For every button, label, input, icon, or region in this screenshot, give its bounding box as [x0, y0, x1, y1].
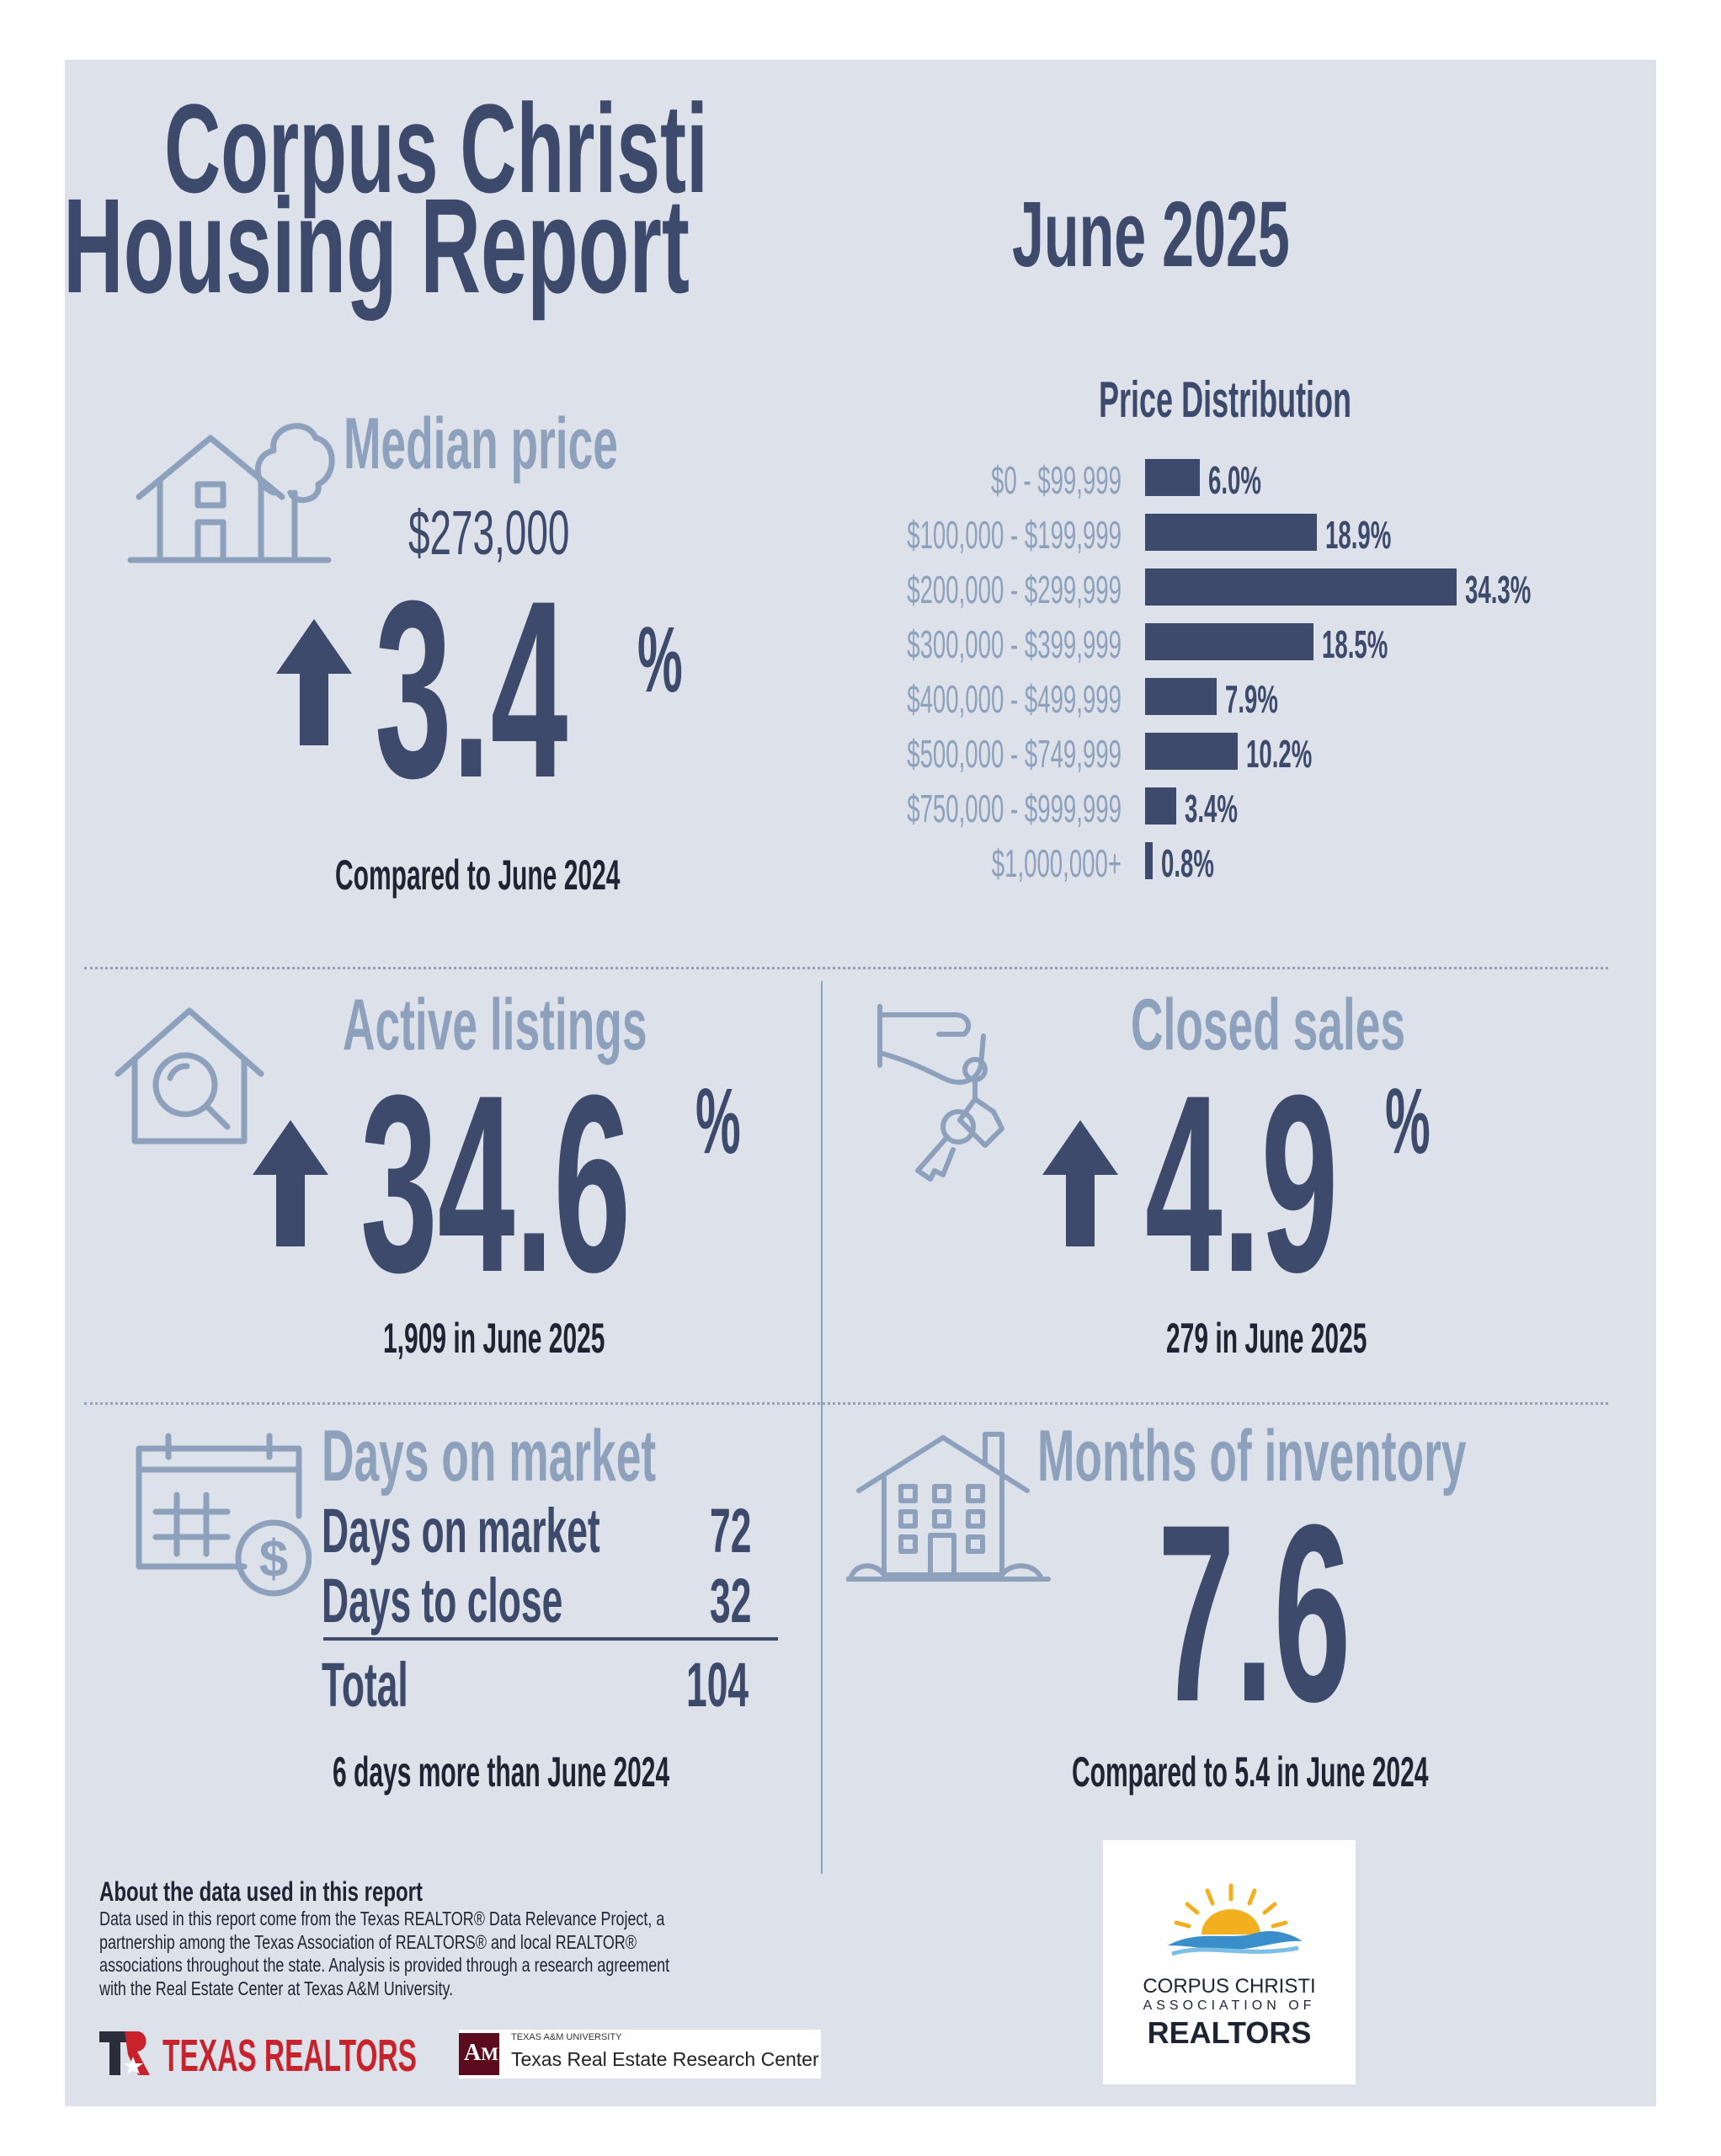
tamu-center-text: Texas Real Estate Research Center	[511, 2048, 819, 2070]
chart-bar	[1145, 787, 1176, 825]
dom-row-value: 72	[710, 1496, 752, 1566]
closed-sales-percent: %	[1385, 1070, 1431, 1173]
up-arrow-icon	[1042, 1120, 1118, 1246]
chart-category-label: $0 - $99,999	[991, 458, 1122, 502]
report-panel	[65, 60, 1656, 2106]
building-icon	[846, 1432, 1051, 1582]
about-line: associations throughout the state. Analy…	[99, 1954, 670, 1977]
house-search-icon	[115, 1007, 264, 1145]
tamu-logo: AM TEXAS A&M UNIVERSITY Texas Real Estat…	[459, 2030, 821, 2079]
report-month: June 2025	[1012, 183, 1290, 286]
divider-vertical	[821, 981, 823, 1874]
ccar-line1: CORPUS CHRISTI	[1143, 1975, 1316, 1998]
chart-value-label: 6.0%	[1207, 458, 1261, 502]
months-inventory-title: Months of inventory	[1037, 1416, 1467, 1497]
closed-sales-change: 4.9	[1145, 1042, 1339, 1325]
chart-bar	[1145, 842, 1153, 879]
dom-row-label: Days to close	[322, 1566, 563, 1636]
chart-bar	[1145, 459, 1200, 496]
texas-realtors-logo: TEXAS REALTORS	[99, 2030, 436, 2081]
chart-value-label: 18.9%	[1324, 513, 1392, 557]
median-price-caption: Compared to June 2024	[335, 851, 621, 899]
days-on-market-caption: 6 days more than June 2024	[333, 1748, 670, 1796]
hand-keys-icon	[877, 1004, 1004, 1182]
chart-value-label: 34.3%	[1465, 568, 1532, 611]
about-line: Data used in this report come from the T…	[99, 1908, 665, 1929]
texas-realtors-text: TEXAS REALTORS	[163, 2031, 417, 2081]
chart-category-label: $750,000 - $999,999	[907, 787, 1122, 830]
chart-bar	[1145, 623, 1313, 660]
active-listings-change: 34.6	[360, 1042, 631, 1325]
active-listings-caption: 1,909 in June 2025	[383, 1315, 605, 1362]
median-price-change: 3.4	[375, 547, 568, 830]
median-price-title: Median price	[344, 403, 618, 484]
house-tree-icon	[127, 423, 335, 563]
median-price-percent: %	[637, 608, 683, 712]
chart-category-label: $400,000 - $499,999	[907, 677, 1122, 721]
chart-bar	[1145, 733, 1239, 770]
dom-row-value: 32	[710, 1566, 752, 1636]
chart-category-label: $1,000,000+	[991, 841, 1122, 885]
active-listings-title: Active listings	[343, 985, 647, 1065]
svg-text:$: $	[259, 1530, 288, 1588]
chart-bar	[1145, 568, 1457, 606]
report-title-city: Corpus Christi	[164, 77, 708, 219]
months-inventory-value: 7.6	[1158, 1471, 1351, 1754]
chart-value-label: 7.9%	[1225, 677, 1279, 721]
days-on-market-title: Days on market	[322, 1416, 657, 1497]
total-rule	[323, 1637, 778, 1641]
about-text: Data used in this report come from the T…	[99, 1908, 669, 2000]
report-title: Housing Report	[63, 170, 690, 321]
up-arrow-icon	[276, 619, 352, 745]
chart-title: Price Distribution	[1099, 371, 1352, 428]
ccar-line2: ASSOCIATION OF	[1143, 1999, 1316, 2013]
about-line: partnership among the Texas Association …	[99, 1930, 637, 1953]
divider-middle	[84, 1402, 1608, 1405]
closed-sales-title: Closed sales	[1131, 985, 1406, 1065]
chart-category-label: $500,000 - $749,999	[907, 732, 1122, 776]
active-listings-percent: %	[695, 1070, 741, 1173]
chart-category-label: $200,000 - $299,999	[907, 568, 1122, 611]
chart-bar	[1145, 678, 1217, 715]
chart-bar	[1145, 514, 1317, 551]
months-inventory-caption: Compared to 5.4 in June 2024	[1072, 1748, 1429, 1796]
texas-realtors-mark-icon	[99, 2031, 150, 2075]
about-title: About the data used in this report	[99, 1876, 424, 1907]
ccar-line3: REALTORS	[1147, 2015, 1312, 2050]
dom-row-label: Days on market	[322, 1496, 600, 1566]
sun-wave-icon	[1168, 1883, 1303, 1956]
tamu-mark-icon: AM	[459, 2033, 499, 2075]
dom-total-label: Total	[322, 1650, 408, 1720]
about-line: with the Real Estate Center at Texas A&M…	[99, 1977, 454, 1999]
chart-value-label: 18.5%	[1321, 622, 1388, 666]
up-arrow-icon	[253, 1120, 328, 1246]
divider-top	[84, 967, 1608, 969]
chart-value-label: 10.2%	[1246, 732, 1313, 776]
chart-category-label: $100,000 - $199,999	[907, 513, 1122, 557]
chart-value-label: 0.8%	[1160, 841, 1214, 885]
median-price-value: $273,000	[408, 498, 570, 568]
ccar-logo: CORPUS CHRISTI ASSOCIATION OF REALTORS	[1103, 1840, 1356, 2084]
chart-value-label: 3.4%	[1184, 787, 1238, 830]
closed-sales-caption: 279 in June 2025	[1166, 1315, 1367, 1362]
calendar-dollar-icon: $	[136, 1433, 312, 1597]
chart-category-label: $300,000 - $399,999	[907, 622, 1122, 666]
tamu-small-text: TEXAS A&M UNIVERSITY	[511, 2032, 622, 2042]
dom-total-value: 104	[686, 1650, 749, 1720]
